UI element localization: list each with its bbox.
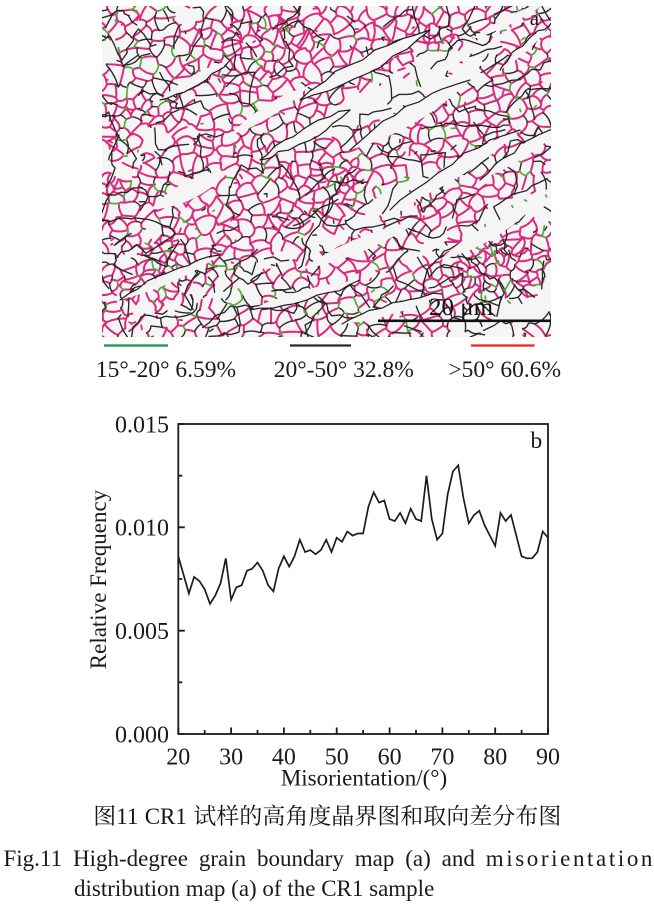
svg-text:0.010: 0.010: [115, 516, 169, 542]
svg-text:80: 80: [483, 745, 507, 771]
svg-text:a: a: [530, 6, 540, 30]
svg-text:0.015: 0.015: [115, 412, 169, 438]
svg-text:Misorientation/(°): Misorientation/(°): [281, 766, 447, 791]
svg-text:20 μm: 20 μm: [429, 294, 494, 321]
svg-text:11: 11: [116, 804, 138, 829]
svg-text:60: 60: [378, 745, 402, 771]
svg-text:0.000: 0.000: [115, 722, 169, 748]
svg-text:0.005: 0.005: [115, 619, 169, 645]
svg-text:50: 50: [325, 745, 349, 771]
svg-text:40: 40: [272, 745, 296, 771]
svg-text:b: b: [531, 428, 543, 454]
svg-text:CR1: CR1: [145, 804, 187, 829]
svg-text:30: 30: [219, 745, 243, 771]
svg-text:70: 70: [430, 745, 454, 771]
svg-text:Relative Frequency: Relative Frequency: [86, 489, 111, 669]
svg-text:20: 20: [166, 745, 190, 771]
svg-text:90: 90: [536, 745, 560, 771]
